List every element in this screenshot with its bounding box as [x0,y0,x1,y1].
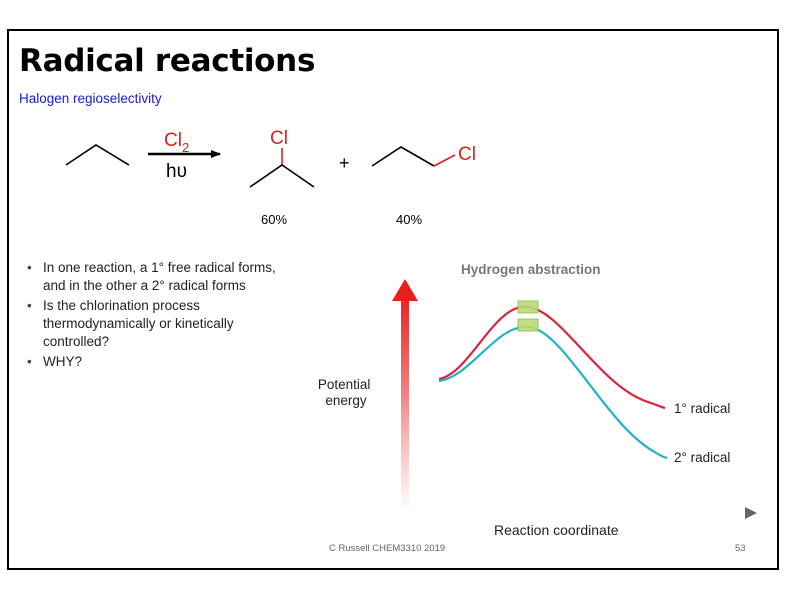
product1-skeleton [249,164,315,188]
slide-subtitle: Halogen regioselectivity [19,91,162,106]
plus-sign: + [339,153,350,173]
ts-marker-1 [517,300,539,314]
product2-cl-label: Cl [458,144,476,165]
chart-title: Hydrogen abstraction [461,262,601,277]
page-number: 53 [735,543,746,554]
series-1-label: 1° radical [674,401,730,416]
series-1-curve [438,305,666,410]
x-axis-label: Reaction coordinate [494,522,619,538]
slide: Radical reactions Halogen regioselectivi… [7,29,779,570]
y-axis-bar [401,293,409,513]
product1-cl-label: Cl [270,128,288,149]
slide-title: Radical reactions [19,43,316,79]
condition-label: hυ [166,161,187,182]
ts-marker-2 [517,318,539,332]
svg-text:Cl2: Cl2 [164,130,189,155]
bullet-item: WHY? [17,353,287,371]
bullet-item: Is the chlorination process thermodynami… [17,297,287,351]
y-axis-label: Potential energy [318,377,374,408]
propane-structure [65,144,130,166]
reagent-subscript: 2 [182,140,189,155]
reagent-label: Cl [164,130,182,151]
series-2-curve [438,325,668,460]
reaction-scheme: Cl2 hυ Cl + Cl [65,128,476,188]
c-cl-bond-2 [433,154,456,167]
y-axis-arrowhead [392,279,418,301]
footer-credit: C Russell CHEM3310 2019 [329,543,446,554]
product2-yield: 40% [396,212,423,227]
energy-diagram: Hydrogen abstraction Potential energy Re… [318,262,757,538]
series-2-label: 2° radical [674,450,730,465]
bullet-item: In one reaction, a 1° free radical forms… [17,259,287,295]
bullet-list: In one reaction, a 1° free radical forms… [17,259,287,373]
product1-yield: 60% [261,212,288,227]
x-axis-arrowhead [745,507,757,519]
product2-skeleton [371,146,435,167]
